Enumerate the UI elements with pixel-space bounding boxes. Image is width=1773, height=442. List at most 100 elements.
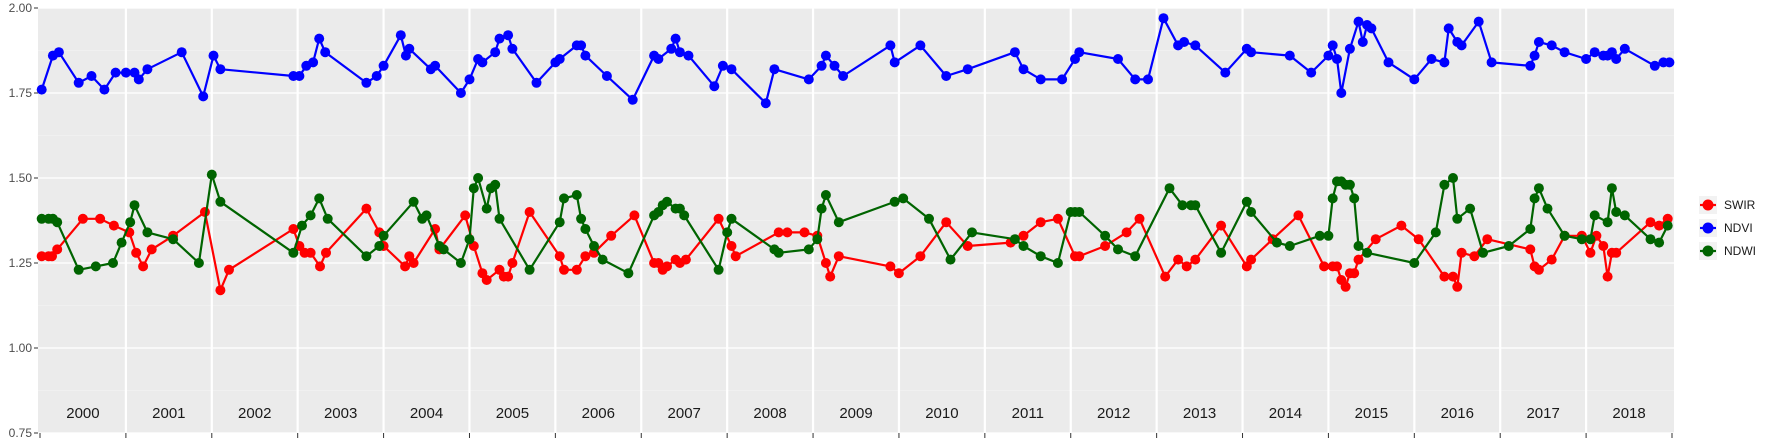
data-point [816,203,827,214]
data-point [36,251,47,262]
data-point [1164,183,1175,194]
data-point [760,98,771,109]
data-point [47,251,57,262]
legend-item-ndwi: NDWI [1699,242,1756,260]
data-point [1018,230,1029,241]
data-point [1177,200,1188,211]
data-point [52,244,63,255]
data-point [1158,13,1169,24]
legend-key-point [1702,245,1714,257]
data-point [653,54,664,64]
data-point [1074,47,1085,58]
data-point [1314,230,1325,241]
data-point [623,268,634,279]
data-point [726,64,737,75]
data-point [889,57,900,68]
data-point [297,220,307,231]
data-point [1009,234,1020,245]
legend-key-point [1702,199,1714,211]
data-point [320,47,331,58]
data-point [1179,37,1190,47]
legend-label: NDWI [1724,244,1756,258]
data-point [1533,37,1544,47]
data-point [1121,227,1132,238]
data-point [361,251,372,262]
data-point [1654,220,1665,231]
data-point [1353,254,1364,265]
data-point [559,193,569,204]
data-point [1246,207,1257,217]
data-point [1052,258,1063,268]
data-point [1383,57,1394,68]
data-point [1559,47,1570,58]
data-point [503,30,514,41]
data-point [361,77,372,88]
data-point [1439,57,1450,68]
data-point [1662,220,1673,231]
data-point [554,54,565,64]
year-label: 2000 [66,405,99,422]
data-point [120,67,131,78]
data-point [1559,230,1570,241]
year-label: 2006 [582,405,615,422]
data-point [662,196,672,207]
data-point [1619,210,1630,221]
data-point [1143,74,1153,85]
data-point [116,237,127,248]
data-point [90,261,101,272]
year-panel-labels: 2000 2001 2002 2003 2004 2005 2006 2007 2008 2009… [66,405,1645,422]
data-point [820,190,831,200]
data-point [86,71,97,81]
data-point [1664,57,1675,68]
data-point [1284,50,1295,61]
data-point [288,247,299,258]
data-point [820,258,831,268]
data-point [629,210,640,221]
data-point [1332,261,1342,272]
data-point [782,227,793,238]
data-point [717,60,728,71]
y-axis: 0.75 1.00 1.25 1.50 1.75 2.00 [9,1,38,440]
year-label: 2005 [496,405,529,422]
data-point [1344,43,1355,54]
data-point [1589,47,1600,58]
data-point [408,258,419,268]
data-point [1370,234,1381,245]
data-point [494,213,505,224]
data-point [924,213,934,224]
data-point [812,234,823,245]
data-point [820,50,831,61]
data-point [131,247,142,258]
data-point [1190,254,1201,265]
data-point [1366,23,1377,34]
data-point [1602,271,1613,282]
data-point [1525,60,1536,71]
data-point [1190,200,1201,211]
data-point [52,217,63,228]
data-point [1327,40,1338,51]
data-point [208,50,219,61]
data-point [1113,244,1123,255]
data-point [142,64,153,75]
legend: SWIR NDVI NDWI [1699,196,1756,260]
data-point [1074,207,1085,217]
data-point [838,71,849,81]
data-point [1306,67,1317,78]
y-tick-label: 0.75 [9,426,33,440]
data-point [1409,258,1420,268]
data-point [1439,179,1450,190]
legend-label: NDVI [1724,221,1753,235]
year-label: 2007 [668,405,701,422]
data-point [1357,37,1368,47]
data-point [531,77,542,88]
data-point [1598,241,1609,251]
data-point [1100,230,1111,241]
data-point [1486,57,1497,68]
data-point [294,71,305,81]
data-point [670,33,681,44]
data-point [477,57,488,68]
year-label: 2010 [925,405,958,422]
data-point [1456,247,1467,258]
data-point [490,47,501,58]
